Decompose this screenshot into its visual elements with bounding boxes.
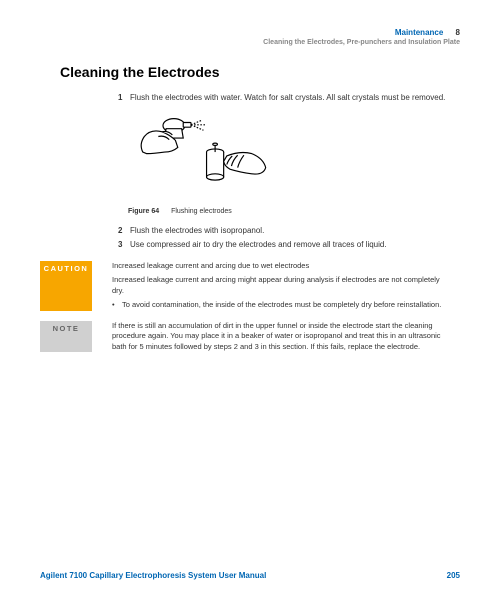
caution-label: CAUTION [40,261,92,311]
bullet-mark: • [112,300,122,311]
section-number: 8 [456,28,460,37]
step-item: 2 Flush the electrodes with isopropanol. [118,225,450,236]
page-number: 205 [447,571,460,580]
figure-caption: Figure 64 Flushing electrodes [128,208,460,215]
step-text: Flush the electrodes with isopropanol. [130,225,450,236]
caution-body: Increased leakage current and arcing due… [112,261,460,311]
step-item: 3 Use compressed air to dry the electrod… [118,239,450,250]
steps-after-figure: 2 Flush the electrodes with isopropanol.… [118,225,450,250]
step-text: Use compressed air to dry the electrodes… [130,239,450,250]
page-footer: Agilent 7100 Capillary Electrophoresis S… [40,571,460,580]
header-subtitle: Cleaning the Electrodes, Pre-punchers an… [40,39,460,46]
step-number: 3 [118,239,130,250]
section-name: Maintenance [395,28,443,37]
steps-before-figure: 1 Flush the electrodes with water. Watch… [118,92,450,103]
header-top-line: Maintenance 8 [40,28,460,37]
note-block: NOTE If there is still an accumulation o… [40,321,460,353]
manual-title: Agilent 7100 Capillary Electrophoresis S… [40,571,266,580]
caution-lead-1: Increased leakage current and arcing due… [112,261,452,272]
step-item: 1 Flush the electrodes with water. Watch… [118,92,450,103]
page-header: Maintenance 8 Cleaning the Electrodes, P… [40,28,460,46]
figure-caption-text: Flushing electrodes [171,208,232,215]
caution-block: CAUTION Increased leakage current and ar… [40,261,460,311]
note-body: If there is still an accumulation of dir… [112,321,460,353]
step-number: 2 [118,225,130,236]
page: Maintenance 8 Cleaning the Electrodes, P… [0,0,500,600]
figure-label: Figure 64 [128,208,159,215]
note-label: NOTE [40,321,92,353]
caution-bullet: • To avoid contamination, the inside of … [112,300,452,311]
caution-bullet-text: To avoid contamination, the inside of th… [122,300,441,311]
figure [135,113,460,200]
step-text: Flush the electrodes with water. Watch f… [130,92,450,103]
flushing-electrodes-illustration [135,113,275,195]
main-heading: Cleaning the Electrodes [60,64,460,80]
caution-lead-2: Increased leakage current and arcing mig… [112,275,452,296]
step-number: 1 [118,92,130,103]
